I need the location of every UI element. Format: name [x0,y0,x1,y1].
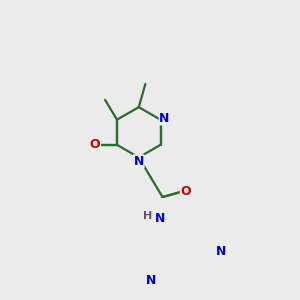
Text: O: O [90,138,101,151]
Text: N: N [146,274,156,286]
Text: H: H [143,211,153,221]
Text: N: N [159,112,170,125]
Text: N: N [155,212,165,225]
Text: N: N [134,155,144,168]
Text: O: O [180,185,191,198]
Text: N: N [216,245,226,258]
